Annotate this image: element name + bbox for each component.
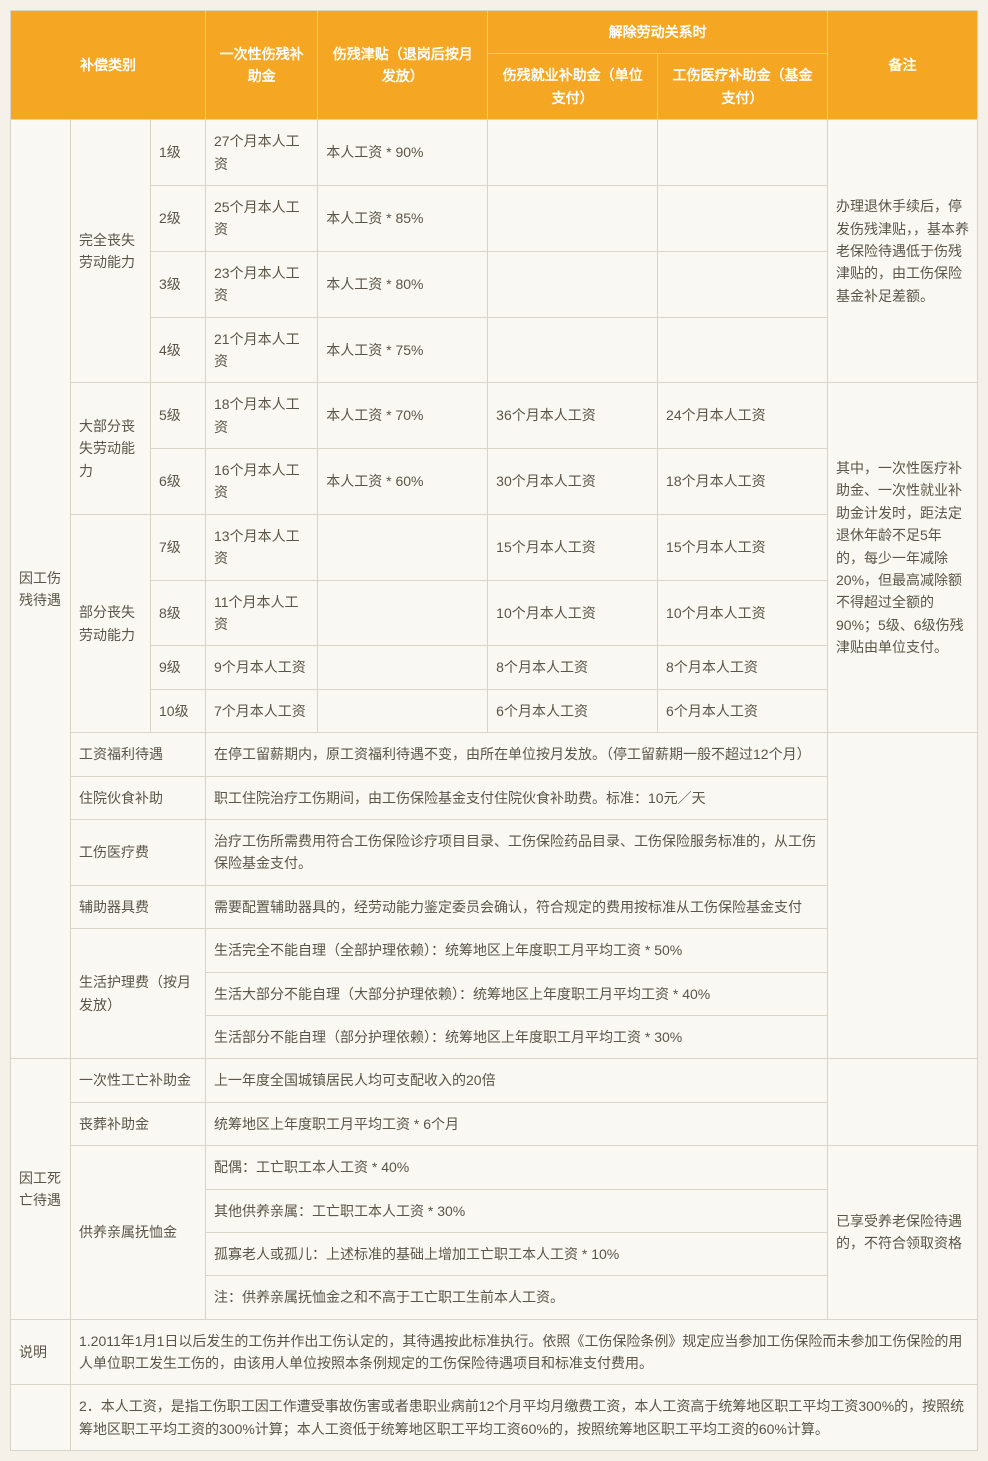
lvl1-c [488, 120, 658, 186]
lvl5-d: 24个月本人工资 [658, 383, 828, 449]
lvl2-b: 本人工资 * 85% [318, 185, 488, 251]
pension-note: 已享受养老保险待遇的，不符合领取资格 [828, 1146, 978, 1320]
lvl8-b [318, 580, 488, 646]
row-death-once: 因工死亡待遇 一次性工亡补助金 上一年度全国城镇居民人均可支配收入的20倍 [11, 1059, 978, 1102]
lvl1-b: 本人工资 * 90% [318, 120, 488, 186]
row-lvl5: 大部分丧失劳动能力 5级 18个月本人工资 本人工资 * 70% 36个月本人工… [11, 383, 978, 449]
care-label: 生活护理费（按月发放） [71, 929, 206, 1059]
header-row-1: 补偿类别 一次性伤残补助金 伤残津贴（退岗后按月发放） 解除劳动关系时 备注 [11, 11, 978, 54]
explain-t1: 1.2011年1月1日以后发生的工伤并作出工伤认定的，其待遇按此标准执行。依照《… [71, 1319, 978, 1385]
cat1-sub1: 完全丧失劳动能力 [71, 120, 151, 383]
lvl8-c: 10个月本人工资 [488, 580, 658, 646]
hdr-termination-group: 解除劳动关系时 [488, 11, 828, 54]
lvl6-d: 18个月本人工资 [658, 449, 828, 515]
lvl5-b: 本人工资 * 70% [318, 383, 488, 449]
funeral-label: 丧葬补助金 [71, 1102, 206, 1145]
lvl5-c: 36个月本人工资 [488, 383, 658, 449]
lvl8-d: 10个月本人工资 [658, 580, 828, 646]
hdr-allowance: 伤残津贴（退岗后按月发放） [318, 11, 488, 120]
note2: 其中，一次性医疗补助金、一次性就业补助金计发时，距法定退休年龄不足5年的，每少一… [828, 383, 978, 733]
lvl8: 8级 [151, 580, 206, 646]
cat1-label: 因工伤残待遇 [11, 120, 71, 1059]
lvl10-d: 6个月本人工资 [658, 689, 828, 732]
pension-t1: 配偶：工亡职工本人工资 * 40% [206, 1146, 828, 1189]
lvl6-c: 30个月本人工资 [488, 449, 658, 515]
hdr-remark: 备注 [828, 11, 978, 120]
pension-t4: 注：供养亲属抚恤金之和不高于工亡职工生前本人工资。 [206, 1276, 828, 1319]
lvl9-a: 9个月本人工资 [206, 646, 318, 689]
row-pension1: 供养亲属抚恤金 配偶：工亡职工本人工资 * 40% 已享受养老保险待遇的，不符合… [11, 1146, 978, 1189]
hdr-medical-subsidy: 工伤医疗补助金（基金支付） [658, 54, 828, 120]
row-salary: 工资福利待遇 在停工留薪期内，原工资福利待遇不变，由所在单位按月发放。（停工留薪… [11, 733, 978, 776]
lvl7-a: 13个月本人工资 [206, 514, 318, 580]
lvl9: 9级 [151, 646, 206, 689]
lvl3-a: 23个月本人工资 [206, 251, 318, 317]
lvl10-a: 7个月本人工资 [206, 689, 318, 732]
device-label: 辅助器具费 [71, 885, 206, 928]
row-lvl1: 因工伤残待遇 完全丧失劳动能力 1级 27个月本人工资 本人工资 * 90% 办… [11, 120, 978, 186]
explain-t2: 2．本人工资，是指工伤职工因工作遭受事故伤害或者患职业病前12个月平均月缴费工资… [71, 1385, 978, 1451]
lvl6-b: 本人工资 * 60% [318, 449, 488, 515]
lvl1: 1级 [151, 120, 206, 186]
care-t3: 生活部分不能自理（部分护理依赖）：统筹地区上年度职工月平均工资 * 30% [206, 1015, 828, 1058]
lvl10: 10级 [151, 689, 206, 732]
hdr-employment-subsidy: 伤残就业补助金（单位支付） [488, 54, 658, 120]
lvl1-d [658, 120, 828, 186]
cat1-sub2: 大部分丧失劳动能力 [71, 383, 151, 515]
pension-t3: 孤寡老人或孤儿：上述标准的基础上增加工亡职工本人工资 * 10% [206, 1232, 828, 1275]
lvl7-b [318, 514, 488, 580]
lvl10-b [318, 689, 488, 732]
compensation-table: 补偿类别 一次性伤残补助金 伤残津贴（退岗后按月发放） 解除劳动关系时 备注 伤… [10, 10, 978, 1451]
lvl10-c: 6个月本人工资 [488, 689, 658, 732]
hdr-lump-sum: 一次性伤残补助金 [206, 11, 318, 120]
cat2-label: 因工死亡待遇 [11, 1059, 71, 1319]
lvl3-b: 本人工资 * 80% [318, 251, 488, 317]
lvl1-a: 27个月本人工资 [206, 120, 318, 186]
lvl5-a: 18个月本人工资 [206, 383, 318, 449]
medical-label: 工伤医疗费 [71, 819, 206, 885]
explain-label-2 [11, 1385, 71, 1451]
lvl2: 2级 [151, 185, 206, 251]
lvl7-c: 15个月本人工资 [488, 514, 658, 580]
hospital-text: 职工住院治疗工伤期间，由工伤保险基金支付住院伙食补助费。标准：10元／天 [206, 776, 828, 819]
note1: 办理退休手续后，停发伤残津贴，，基本养老保险待遇低于伤残津贴的，由工伤保险基金补… [828, 120, 978, 383]
medical-text: 治疗工伤所需费用符合工伤保险诊疗项目目录、工伤保险药品目录、工伤保险服务标准的，… [206, 819, 828, 885]
funeral-text: 统筹地区上年度职工月平均工资 * 6个月 [206, 1102, 828, 1145]
lvl4-b: 本人工资 * 75% [318, 317, 488, 383]
device-text: 需要配置辅助器具的，经劳动能力鉴定委员会确认，符合规定的费用按标准从工伤保险基金… [206, 885, 828, 928]
lvl4-a: 21个月本人工资 [206, 317, 318, 383]
explain-label: 说明 [11, 1319, 71, 1385]
hdr-category: 补偿类别 [11, 11, 206, 120]
lvl3: 3级 [151, 251, 206, 317]
lvl6-a: 16个月本人工资 [206, 449, 318, 515]
lvl6: 6级 [151, 449, 206, 515]
death-once-label: 一次性工亡补助金 [71, 1059, 206, 1102]
pension-t2: 其他供养亲属：工亡职工本人工资 * 30% [206, 1189, 828, 1232]
cat1-sub3: 部分丧失劳动能力 [71, 514, 151, 732]
lvl5: 5级 [151, 383, 206, 449]
salary-text: 在停工留薪期内，原工资福利待遇不变，由所在单位按月发放。（停工留薪期一般不超过1… [206, 733, 828, 776]
lvl7: 7级 [151, 514, 206, 580]
care-t1: 生活完全不能自理（全部护理依赖）：统筹地区上年度职工月平均工资 * 50% [206, 929, 828, 972]
lvl7-d: 15个月本人工资 [658, 514, 828, 580]
lvl9-b [318, 646, 488, 689]
row-explain1: 说明 1.2011年1月1日以后发生的工伤并作出工伤认定的，其待遇按此标准执行。… [11, 1319, 978, 1385]
lvl9-c: 8个月本人工资 [488, 646, 658, 689]
note-empty-1 [828, 733, 978, 1059]
hospital-label: 住院伙食补助 [71, 776, 206, 819]
pension-label: 供养亲属抚恤金 [71, 1146, 206, 1320]
care-t2: 生活大部分不能自理（大部分护理依赖）：统筹地区上年度职工月平均工资 * 40% [206, 972, 828, 1015]
lvl4: 4级 [151, 317, 206, 383]
salary-label: 工资福利待遇 [71, 733, 206, 776]
death-once-text: 上一年度全国城镇居民人均可支配收入的20倍 [206, 1059, 828, 1102]
row-explain2: 2．本人工资，是指工伤职工因工作遭受事故伤害或者患职业病前12个月平均月缴费工资… [11, 1385, 978, 1451]
note-empty-2 [828, 1059, 978, 1146]
lvl2-a: 25个月本人工资 [206, 185, 318, 251]
lvl8-a: 11个月本人工资 [206, 580, 318, 646]
lvl9-d: 8个月本人工资 [658, 646, 828, 689]
